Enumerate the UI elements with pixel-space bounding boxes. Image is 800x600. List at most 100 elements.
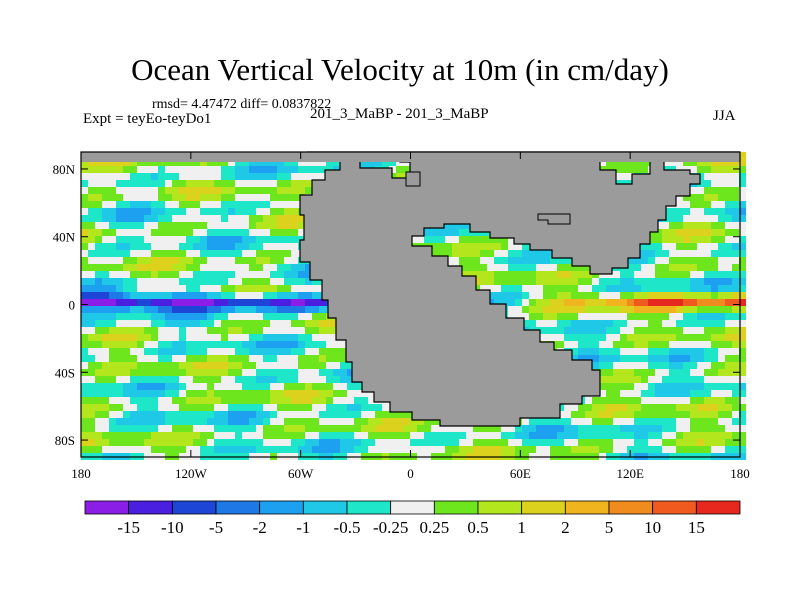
field-cell bbox=[291, 376, 298, 383]
field-cell bbox=[291, 404, 298, 411]
field-cell bbox=[725, 201, 732, 208]
field-cell bbox=[235, 334, 242, 341]
field-cell bbox=[130, 292, 137, 299]
field-cell bbox=[739, 369, 746, 376]
y-tick-label: 80N bbox=[53, 162, 76, 177]
field-cell bbox=[739, 306, 746, 313]
field-cell bbox=[669, 355, 676, 362]
field-cell bbox=[431, 418, 438, 425]
field-cell bbox=[578, 355, 585, 362]
field-cell bbox=[578, 271, 585, 278]
field-cell bbox=[634, 299, 641, 306]
field-cell bbox=[347, 425, 354, 432]
field-cell bbox=[193, 187, 200, 194]
field-cell bbox=[263, 271, 270, 278]
field-cell bbox=[627, 320, 634, 327]
field-cell bbox=[214, 376, 221, 383]
field-cell bbox=[249, 229, 256, 236]
field-cell bbox=[711, 257, 718, 264]
field-cell bbox=[711, 166, 718, 173]
field-cell bbox=[207, 194, 214, 201]
field-cell bbox=[473, 432, 480, 439]
field-cell bbox=[172, 299, 179, 306]
field-cell bbox=[739, 390, 746, 397]
field-cell bbox=[319, 425, 326, 432]
field-cell bbox=[179, 446, 186, 453]
field-cell bbox=[732, 201, 739, 208]
field-cell bbox=[214, 397, 221, 404]
field-cell bbox=[620, 173, 627, 180]
field-cell bbox=[606, 411, 613, 418]
field-cell bbox=[466, 425, 473, 432]
field-cell bbox=[613, 292, 620, 299]
field-cell bbox=[319, 411, 326, 418]
field-cell bbox=[95, 376, 102, 383]
field-cell bbox=[403, 411, 410, 418]
field-cell bbox=[522, 250, 529, 257]
field-cell bbox=[270, 250, 277, 257]
field-cell bbox=[151, 292, 158, 299]
field-cell bbox=[515, 306, 522, 313]
field-cell bbox=[641, 320, 648, 327]
field-cell bbox=[151, 236, 158, 243]
field-cell bbox=[123, 208, 130, 215]
field-cell bbox=[137, 278, 144, 285]
field-cell bbox=[662, 306, 669, 313]
field-cell bbox=[739, 159, 746, 166]
field-cell bbox=[277, 264, 284, 271]
field-cell bbox=[116, 194, 123, 201]
field-cell bbox=[193, 173, 200, 180]
field-cell bbox=[312, 362, 319, 369]
field-cell bbox=[326, 341, 333, 348]
field-cell bbox=[249, 383, 256, 390]
field-cell bbox=[235, 173, 242, 180]
field-cell bbox=[291, 355, 298, 362]
field-cell bbox=[627, 446, 634, 453]
field-cell bbox=[718, 411, 725, 418]
field-cell bbox=[228, 215, 235, 222]
field-cell bbox=[424, 439, 431, 446]
field-cell bbox=[529, 292, 536, 299]
field-cell bbox=[578, 299, 585, 306]
field-cell bbox=[655, 341, 662, 348]
field-cell bbox=[102, 222, 109, 229]
field-cell bbox=[88, 222, 95, 229]
field-cell bbox=[648, 264, 655, 271]
field-cell bbox=[340, 446, 347, 453]
field-cell bbox=[725, 292, 732, 299]
field-cell bbox=[263, 404, 270, 411]
field-cell bbox=[676, 159, 683, 166]
field-cell bbox=[676, 208, 683, 215]
field-cell bbox=[564, 432, 571, 439]
field-cell bbox=[564, 292, 571, 299]
field-cell bbox=[256, 320, 263, 327]
field-cell bbox=[249, 166, 256, 173]
field-cell bbox=[256, 187, 263, 194]
field-cell bbox=[557, 306, 564, 313]
field-cell bbox=[704, 243, 711, 250]
field-cell bbox=[599, 355, 606, 362]
field-cell bbox=[144, 425, 151, 432]
field-cell bbox=[221, 306, 228, 313]
field-cell bbox=[312, 390, 319, 397]
field-cell bbox=[179, 411, 186, 418]
field-cell bbox=[123, 173, 130, 180]
field-cell bbox=[88, 264, 95, 271]
field-cell bbox=[494, 425, 501, 432]
field-cell bbox=[669, 418, 676, 425]
field-cell bbox=[662, 376, 669, 383]
field-cell bbox=[263, 397, 270, 404]
field-cell bbox=[137, 187, 144, 194]
field-cell bbox=[480, 439, 487, 446]
field-cell bbox=[270, 334, 277, 341]
field-cell bbox=[207, 341, 214, 348]
field-cell bbox=[326, 383, 333, 390]
field-cell bbox=[326, 334, 333, 341]
field-cell bbox=[697, 418, 704, 425]
field-cell bbox=[487, 264, 494, 271]
field-cell bbox=[165, 264, 172, 271]
field-cell bbox=[424, 418, 431, 425]
field-cell bbox=[305, 313, 312, 320]
field-cell bbox=[676, 341, 683, 348]
field-cell bbox=[102, 376, 109, 383]
